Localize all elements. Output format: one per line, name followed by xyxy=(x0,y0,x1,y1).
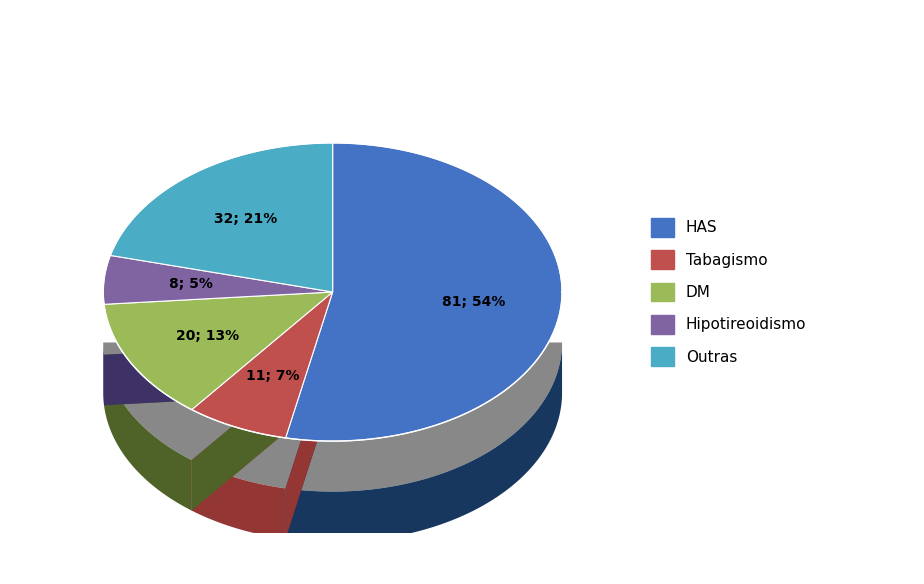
Polygon shape xyxy=(286,344,562,542)
Polygon shape xyxy=(103,342,562,492)
Polygon shape xyxy=(192,342,333,510)
Polygon shape xyxy=(192,460,286,539)
Polygon shape xyxy=(104,342,333,405)
Text: 11; 7%: 11; 7% xyxy=(246,369,299,383)
Polygon shape xyxy=(286,342,333,539)
Legend: HAS, Tabagismo, DM, Hipotireoidismo, Outras: HAS, Tabagismo, DM, Hipotireoidismo, Out… xyxy=(650,218,807,366)
Polygon shape xyxy=(103,255,333,304)
Polygon shape xyxy=(104,292,333,409)
Polygon shape xyxy=(104,355,192,510)
Text: 20; 13%: 20; 13% xyxy=(176,329,239,343)
Polygon shape xyxy=(286,143,562,441)
Polygon shape xyxy=(286,342,333,539)
Text: 8; 5%: 8; 5% xyxy=(169,277,213,291)
Text: 32; 21%: 32; 21% xyxy=(213,212,277,226)
Polygon shape xyxy=(192,292,333,438)
Polygon shape xyxy=(192,342,333,510)
Polygon shape xyxy=(110,143,333,292)
Text: 81; 54%: 81; 54% xyxy=(443,294,505,308)
Polygon shape xyxy=(104,342,333,405)
